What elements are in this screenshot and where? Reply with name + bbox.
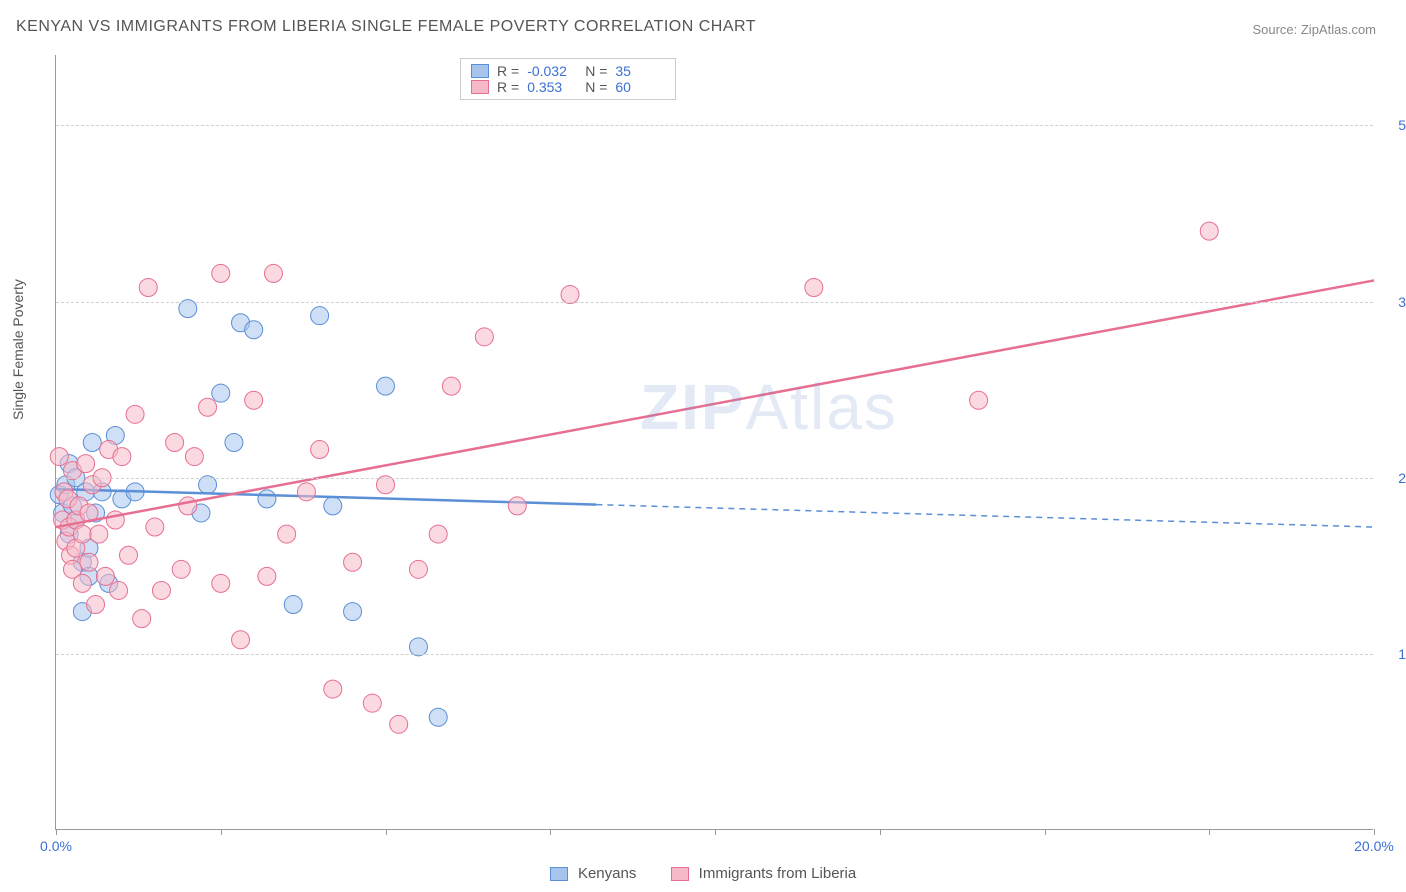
data-point [225,434,243,452]
x-tick [1209,829,1210,835]
data-point [324,680,342,698]
data-point [73,574,91,592]
legend-item-liberia: Immigrants from Liberia [671,865,857,882]
data-point [83,434,101,452]
data-point [311,307,329,325]
data-point [344,603,362,621]
y-axis-label: Single Female Poverty [10,279,26,420]
data-point [119,546,137,564]
scatter-chart [56,55,1374,830]
legend-correlation: R = -0.032 N = 35 R = 0.353 N = 60 [460,58,676,100]
x-tick [550,829,551,835]
x-tick [880,829,881,835]
legend-label-kenyans: Kenyans [578,865,636,882]
x-tick-label: 0.0% [40,838,72,854]
legend-series: Kenyans Immigrants from Liberia [0,865,1406,882]
data-point [363,694,381,712]
r-value-kenyans: -0.032 [527,63,577,79]
gridline [56,654,1373,655]
data-point [133,610,151,628]
x-tick-label: 20.0% [1354,838,1394,854]
data-point [377,377,395,395]
y-tick-label: 50.0% [1383,117,1406,133]
data-point [152,581,170,599]
y-tick-label: 12.5% [1383,646,1406,662]
swatch-liberia [671,867,689,881]
data-point [139,279,157,297]
data-point [50,448,68,466]
data-point [805,279,823,297]
data-point [970,391,988,409]
data-point [390,715,408,733]
data-point [166,434,184,452]
data-point [212,384,230,402]
regression-line-dashed [596,505,1374,527]
data-point [126,405,144,423]
swatch-liberia [471,80,489,94]
data-point [232,631,250,649]
data-point [212,574,230,592]
data-point [278,525,296,543]
x-tick [56,829,57,835]
data-point [199,398,217,416]
y-tick-label: 25.0% [1383,470,1406,486]
data-point [245,321,263,339]
swatch-kenyans [471,64,489,78]
data-point [429,708,447,726]
plot-area: 12.5%25.0%37.5%50.0%0.0%20.0% [55,55,1373,830]
gridline [56,478,1373,479]
data-point [344,553,362,571]
data-point [311,441,329,459]
legend-row-kenyans: R = -0.032 N = 35 [471,63,665,79]
x-tick [1374,829,1375,835]
data-point [110,581,128,599]
legend-label-liberia: Immigrants from Liberia [699,865,857,882]
data-point [90,525,108,543]
n-label: N = [585,63,607,79]
data-point [77,455,95,473]
data-point [297,483,315,501]
data-point [73,525,91,543]
data-point [146,518,164,536]
data-point [442,377,460,395]
gridline [56,125,1373,126]
r-value-liberia: 0.353 [527,79,577,95]
y-tick-label: 37.5% [1383,294,1406,310]
data-point [258,490,276,508]
legend-row-liberia: R = 0.353 N = 60 [471,79,665,95]
swatch-kenyans [550,867,568,881]
data-point [245,391,263,409]
data-point [96,567,114,585]
x-tick [221,829,222,835]
r-label: R = [497,79,519,95]
x-tick [715,829,716,835]
n-label: N = [585,79,607,95]
n-value-liberia: 60 [615,79,665,95]
source-label: Source: ZipAtlas.com [1252,22,1376,37]
data-point [264,264,282,282]
data-point [409,560,427,578]
data-point [113,448,131,466]
data-point [475,328,493,346]
r-label: R = [497,63,519,79]
chart-title: KENYAN VS IMMIGRANTS FROM LIBERIA SINGLE… [16,18,756,36]
x-tick [386,829,387,835]
data-point [284,596,302,614]
data-point [80,553,98,571]
legend-item-kenyans: Kenyans [550,865,641,882]
data-point [429,525,447,543]
data-point [508,497,526,515]
data-point [179,497,197,515]
data-point [185,448,203,466]
data-point [212,264,230,282]
gridline [56,302,1373,303]
data-point [258,567,276,585]
data-point [172,560,190,578]
data-point [1200,222,1218,240]
x-tick [1045,829,1046,835]
data-point [324,497,342,515]
data-point [87,596,105,614]
n-value-kenyans: 35 [615,63,665,79]
